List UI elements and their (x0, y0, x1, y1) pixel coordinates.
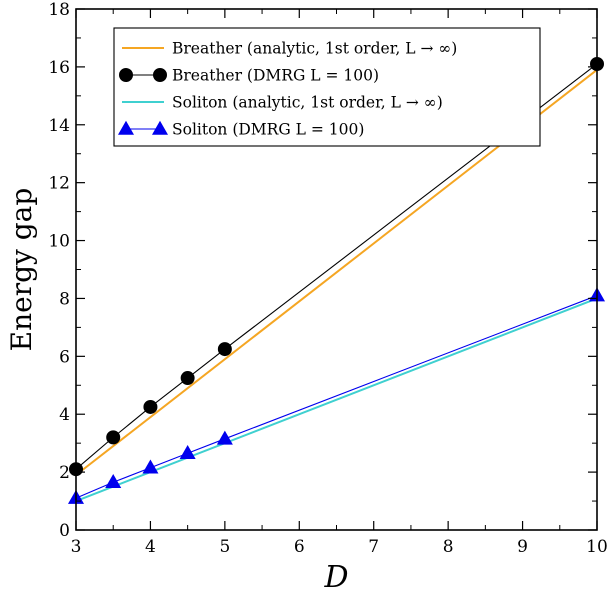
legend-marker (119, 68, 133, 82)
y-tick-label: 6 (59, 347, 70, 367)
series-2 (75, 297, 598, 502)
y-tick-label: 10 (48, 232, 70, 252)
legend-label: Breather (analytic, 1st order, L → ∞) (172, 40, 457, 58)
data-point (216, 430, 233, 445)
x-tick-label: 6 (294, 537, 305, 557)
series-3 (67, 287, 606, 504)
legend-item: Breather (DMRG L = 100) (119, 67, 379, 85)
x-tick-label: 8 (443, 537, 454, 557)
series-line (75, 63, 598, 470)
x-tick-label: 3 (71, 537, 82, 557)
y-tick-label: 0 (59, 521, 70, 541)
legend-label: Breather (DMRG L = 100) (172, 67, 379, 85)
series-line (75, 297, 598, 502)
data-point (180, 371, 195, 386)
x-tick-label: 4 (145, 537, 156, 557)
y-tick-label: 18 (48, 0, 70, 20)
y-tick-label: 16 (48, 58, 70, 78)
legend-box (113, 27, 541, 147)
data-point (179, 445, 196, 460)
data-point (142, 459, 159, 474)
y-tick-label: 12 (48, 174, 70, 194)
legend-marker (117, 120, 135, 135)
legend-marker (153, 68, 167, 82)
x-tick-label: 5 (219, 537, 230, 557)
legend-label: Soliton (analytic, 1st order, L → ∞) (172, 94, 443, 112)
legend-item: Breather (analytic, 1st order, L → ∞) (122, 40, 457, 58)
y-tick-label: 8 (59, 289, 70, 309)
legend-item: Soliton (analytic, 1st order, L → ∞) (122, 94, 443, 112)
x-tick-label: 10 (586, 537, 608, 557)
data-point (106, 430, 121, 445)
series-1 (69, 56, 604, 477)
data-point (105, 473, 122, 489)
legend-label: Soliton (DMRG L = 100) (172, 121, 364, 139)
data-point (143, 399, 158, 414)
x-tick-label: 7 (368, 537, 379, 557)
y-axis-title: Energy gap (5, 188, 38, 352)
y-tick-label: 2 (59, 463, 70, 483)
y-tick-label: 14 (48, 116, 70, 136)
data-point (217, 342, 232, 357)
legend-item: Soliton (DMRG L = 100) (117, 120, 364, 139)
legend: Breather (analytic, 1st order, L → ∞) Bre… (113, 27, 541, 147)
legend-marker (151, 120, 169, 135)
x-axis-title: D (323, 560, 348, 592)
plot-frame (75, 8, 598, 531)
x-tick-label: 9 (517, 537, 528, 557)
axis-ticks: 3 4 5 6 7 8 9 10 0 2 4 6 8 10 12 14 16 18 (48, 0, 607, 557)
y-tick-label: 4 (59, 405, 70, 425)
